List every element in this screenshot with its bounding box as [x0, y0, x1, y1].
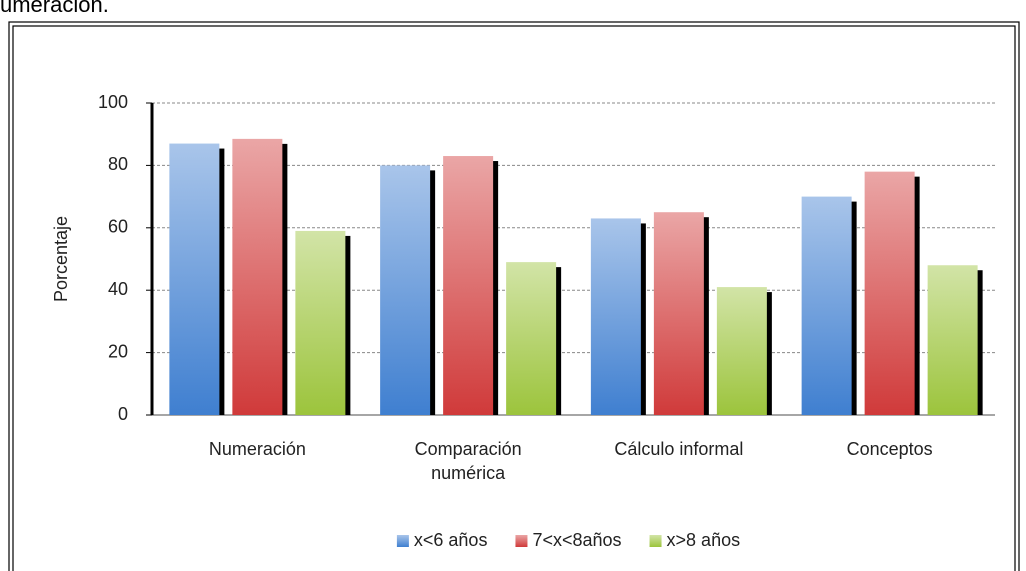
frame-outer [8, 21, 1020, 571]
legend-label: x>8 años [667, 530, 741, 550]
y-axis-label: Porcentaje [51, 216, 71, 302]
bar [716, 287, 767, 415]
bar [232, 138, 283, 415]
y-tick-label: 60 [108, 217, 128, 237]
x-tick-label: Comparación numérica [414, 439, 522, 483]
y-tick-label: 20 [108, 341, 128, 361]
x-tick-label: Cálculo informal [614, 439, 744, 459]
bar [864, 171, 915, 415]
header-text: umeración. [0, 0, 109, 17]
y-tick-label: 80 [108, 154, 128, 174]
bar [295, 230, 346, 415]
bar [169, 143, 220, 415]
bar [590, 218, 641, 415]
frame-inner [12, 25, 1016, 571]
legend-marker [396, 535, 409, 547]
y-tick-label: 0 [118, 404, 128, 424]
legend-marker [649, 535, 662, 547]
bar [443, 156, 494, 416]
x-tick-label: Numeración [208, 439, 306, 459]
legend-marker [515, 535, 528, 547]
y-tick-label: 100 [98, 92, 128, 112]
bar [653, 212, 704, 415]
legend-label: x<6 años [414, 530, 488, 550]
y-tick-label: 40 [108, 279, 128, 299]
bar [380, 165, 431, 415]
legend-label: 7<x<8años [532, 530, 621, 550]
bar [927, 265, 978, 415]
bar [506, 262, 557, 415]
x-tick-label: Conceptos [846, 439, 933, 459]
bar [801, 196, 852, 415]
